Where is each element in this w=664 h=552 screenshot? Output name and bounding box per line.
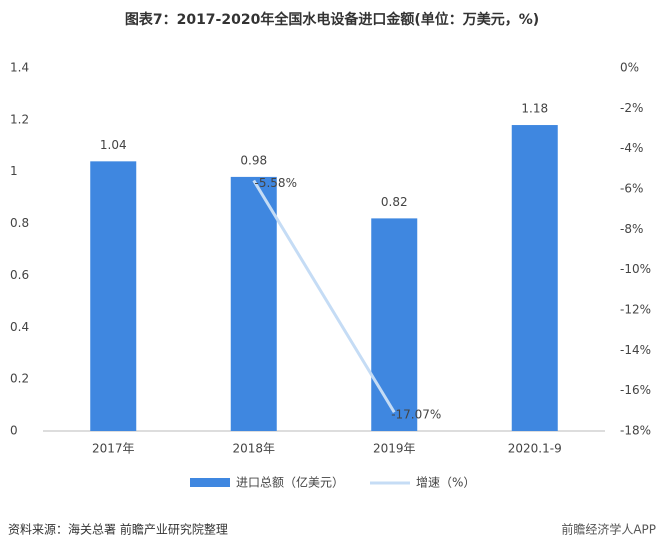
bar: [511, 125, 558, 432]
y-tick-label: 0.2: [10, 372, 29, 386]
legend-label: 增速（%）: [416, 476, 475, 490]
y2-tick-label: -16%: [620, 383, 651, 397]
y-tick-label: 0.8: [10, 216, 29, 230]
x-tick-label: 2017年: [92, 442, 135, 456]
y2-tick-label: 0%: [620, 61, 639, 75]
y-tick-label: 0.6: [10, 268, 29, 282]
y-tick-label: 1: [10, 164, 18, 178]
chart-title: 图表7：2017-2020年全国水电设备进口金额(单位：万美元，%): [125, 11, 539, 28]
y2-tick-label: -10%: [620, 262, 651, 276]
y-tick-label: 0.4: [10, 320, 29, 334]
x-tick-label: 2020.1-9: [508, 442, 562, 456]
x-tick-label: 2019年: [373, 442, 416, 456]
y2-tick-label: -12%: [620, 303, 651, 317]
y2-tick-label: -6%: [620, 182, 643, 196]
y-tick-label: 1.2: [10, 112, 29, 126]
data-label: 1.04: [100, 138, 127, 152]
data-label: 0.98: [240, 153, 267, 167]
y2-tick-label: -2%: [620, 101, 643, 115]
y2-tick-label: -14%: [620, 343, 651, 357]
data-label: 1.18: [521, 102, 548, 116]
data-label: -5.58%: [255, 176, 297, 190]
y2-tick-label: -18%: [620, 424, 651, 438]
y-tick-label: 0: [10, 424, 18, 438]
legend-label: 进口总额（亿美元）: [236, 475, 344, 490]
data-label: 0.82: [381, 195, 408, 209]
x-tick-label: 2018年: [232, 442, 275, 456]
y2-tick-label: -4%: [620, 141, 643, 155]
bar: [90, 161, 137, 432]
data-label: -17.07%: [391, 408, 441, 422]
y2-tick-label: -8%: [620, 222, 643, 236]
bar: [371, 218, 418, 431]
source-note: 资料来源：海关总署 前瞻产业研究院整理: [8, 522, 228, 537]
bar: [230, 176, 277, 431]
y-tick-label: 1.4: [10, 61, 29, 75]
legend-swatch: [190, 478, 230, 487]
brand: 前瞻经济学人APP: [561, 522, 656, 537]
line: [252, 179, 396, 414]
